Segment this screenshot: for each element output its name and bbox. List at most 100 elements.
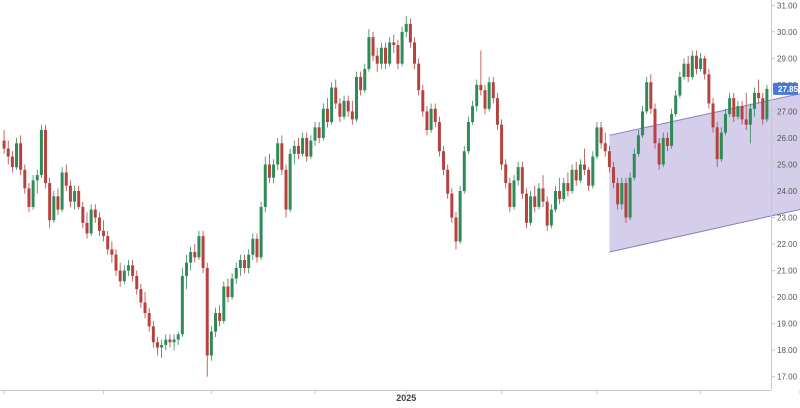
candle	[2, 130, 6, 154]
candle-body	[458, 191, 462, 242]
candle-body	[500, 124, 504, 165]
y-tick-label: 21.00	[777, 267, 798, 276]
candle-body	[160, 344, 164, 348]
channel-upper-line	[609, 93, 800, 136]
candle-body	[612, 167, 616, 184]
candle	[732, 92, 736, 123]
candle	[35, 169, 39, 194]
candle	[143, 291, 147, 319]
candle	[670, 108, 674, 149]
candle-body	[392, 42, 396, 46]
candle-body	[703, 58, 707, 75]
candle	[491, 76, 495, 104]
candle	[151, 321, 155, 348]
candle-body	[417, 63, 421, 91]
candle	[562, 177, 566, 202]
candle-body	[487, 82, 491, 109]
candle	[114, 249, 118, 276]
candle-body	[189, 252, 193, 263]
candle-body	[230, 278, 234, 298]
candle-body	[15, 143, 19, 168]
candle-body	[205, 267, 209, 356]
candle	[180, 267, 184, 337]
candle-body	[330, 87, 334, 123]
candle-body	[155, 342, 159, 348]
candle	[703, 55, 707, 80]
candle-body	[209, 331, 213, 356]
candle-body	[442, 151, 446, 170]
candle-body	[653, 108, 657, 144]
candle	[570, 164, 574, 194]
candle	[595, 122, 599, 160]
candle-body	[657, 143, 661, 165]
candle	[553, 185, 557, 213]
candle-body	[110, 249, 114, 255]
candles	[2, 15, 769, 377]
candle	[649, 74, 653, 115]
candle-body	[595, 127, 599, 157]
candle-body	[707, 74, 711, 104]
candle	[607, 145, 611, 173]
candle-body	[678, 76, 682, 96]
candle	[483, 84, 487, 115]
candle	[31, 175, 35, 210]
candle	[740, 100, 744, 125]
candle	[736, 100, 740, 120]
candle-body	[185, 262, 188, 276]
candle-body	[346, 100, 350, 112]
candle-body	[661, 137, 665, 165]
candle-body	[122, 270, 126, 282]
candle-body	[143, 302, 147, 314]
candle	[346, 95, 350, 117]
candle	[321, 103, 325, 141]
candle	[214, 307, 218, 337]
candle	[338, 98, 342, 123]
candle-body	[541, 188, 545, 202]
candle-body	[56, 196, 60, 210]
candle-body	[616, 183, 620, 205]
candle-body	[168, 339, 172, 343]
last-price-tag	[773, 82, 798, 95]
candle-body	[309, 140, 313, 157]
candle	[97, 212, 101, 237]
candle	[645, 76, 649, 115]
candle-body	[218, 313, 222, 322]
candle	[102, 220, 106, 242]
candle-body	[342, 100, 346, 117]
candle-body	[591, 156, 595, 186]
channel-lower-line	[609, 208, 800, 253]
candle-body	[97, 217, 101, 231]
candle	[408, 18, 412, 48]
candle-body	[665, 137, 669, 146]
candle-body	[761, 98, 765, 120]
candle-body	[744, 119, 748, 125]
candle-body	[48, 183, 52, 221]
candle-body	[2, 140, 6, 149]
candle-body	[68, 185, 72, 202]
candle	[761, 92, 765, 125]
candle-body	[674, 95, 678, 115]
candle	[682, 58, 686, 80]
candle-body	[446, 169, 450, 194]
candle-body	[529, 196, 533, 223]
candle	[495, 92, 499, 130]
candle	[301, 132, 305, 157]
candle	[48, 177, 52, 229]
candle	[330, 82, 334, 125]
candle-body	[628, 177, 632, 218]
candle-body	[126, 265, 130, 271]
candle-body	[214, 313, 218, 332]
candle	[529, 191, 533, 226]
candle	[744, 92, 748, 130]
candle	[309, 135, 313, 160]
candle	[89, 204, 93, 237]
candle	[694, 50, 698, 75]
candle-body	[288, 153, 292, 210]
y-tick-label: 29.00	[777, 54, 798, 63]
candle	[765, 84, 769, 123]
candle-body	[52, 196, 56, 221]
candle	[379, 42, 383, 69]
candle-body	[321, 108, 325, 138]
candle-body	[466, 122, 470, 152]
